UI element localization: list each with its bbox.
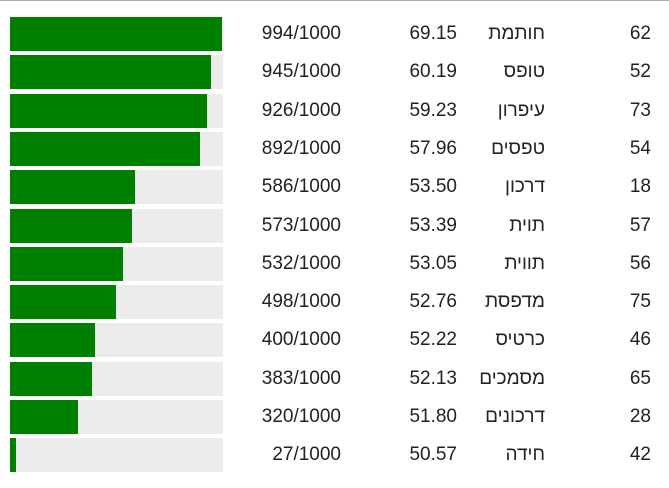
score: 57.96 bbox=[409, 137, 457, 159]
word: חותמת bbox=[488, 23, 545, 44]
rank: 56 bbox=[629, 252, 651, 274]
bar-track bbox=[10, 438, 223, 473]
rank: 54 bbox=[629, 137, 651, 159]
rating-label: 498/1000 bbox=[261, 291, 341, 313]
rank: 28 bbox=[629, 406, 651, 427]
bar bbox=[10, 361, 92, 396]
word: עיפרון bbox=[497, 99, 545, 121]
bar bbox=[10, 208, 133, 243]
word: תוית bbox=[509, 214, 545, 236]
word: דרכונים bbox=[485, 406, 545, 427]
score: 53.05 bbox=[409, 252, 457, 274]
bar bbox=[10, 55, 212, 90]
word: תווית bbox=[504, 252, 545, 274]
rating-label: 573/1000 bbox=[261, 214, 341, 236]
bar bbox=[10, 438, 16, 473]
word: טופס bbox=[503, 61, 545, 83]
rating-label: 586/1000 bbox=[261, 176, 341, 198]
score: 52.76 bbox=[409, 291, 457, 313]
score: 69.15 bbox=[409, 23, 457, 44]
bar bbox=[10, 131, 200, 166]
rank: 65 bbox=[629, 367, 651, 389]
rank: 62 bbox=[629, 23, 651, 44]
rank: 73 bbox=[629, 99, 651, 121]
bar bbox=[10, 285, 117, 320]
rank: 46 bbox=[629, 329, 651, 351]
rating-label: 383/1000 bbox=[261, 367, 341, 389]
rating-label: 945/1000 bbox=[261, 61, 341, 83]
rank: 18 bbox=[629, 176, 651, 198]
rank: 75 bbox=[629, 291, 651, 313]
word: מסמכים bbox=[479, 367, 545, 389]
rating-label: 532/1000 bbox=[261, 252, 341, 274]
rating-label: 400/1000 bbox=[261, 329, 341, 351]
bar bbox=[10, 17, 222, 51]
bar bbox=[10, 323, 96, 358]
word: מדפסת bbox=[484, 291, 545, 313]
word: טפסים bbox=[491, 137, 545, 159]
word: חידה bbox=[505, 444, 545, 466]
score: 59.23 bbox=[409, 99, 457, 121]
score: 53.39 bbox=[409, 214, 457, 236]
rating-label: 994/1000 bbox=[261, 23, 341, 44]
bar bbox=[10, 400, 79, 434]
score: 53.50 bbox=[409, 176, 457, 198]
word: דרכון bbox=[505, 176, 545, 198]
bar bbox=[10, 246, 124, 281]
score: 52.22 bbox=[409, 329, 457, 351]
word: כרטיס bbox=[495, 329, 545, 351]
bar bbox=[10, 93, 208, 128]
rank: 42 bbox=[629, 444, 651, 466]
bar bbox=[10, 170, 135, 205]
score: 50.57 bbox=[409, 444, 457, 466]
rating-label: 27/1000 bbox=[272, 444, 341, 466]
rating-label: 320/1000 bbox=[261, 406, 341, 427]
score: 52.13 bbox=[409, 367, 457, 389]
rating-label: 926/1000 bbox=[261, 99, 341, 121]
rank: 57 bbox=[629, 214, 651, 236]
rating-label: 892/1000 bbox=[261, 137, 341, 159]
score: 60.19 bbox=[409, 61, 457, 83]
rank: 52 bbox=[629, 61, 651, 83]
score: 51.80 bbox=[409, 406, 457, 427]
